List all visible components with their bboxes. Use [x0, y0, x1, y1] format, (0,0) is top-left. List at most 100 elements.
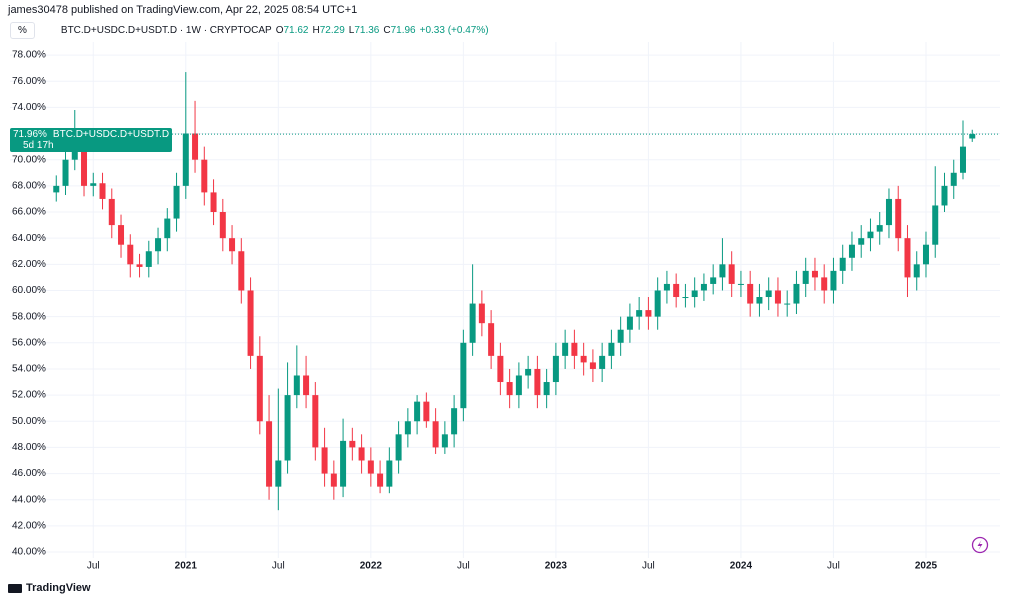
candle-body — [728, 264, 735, 284]
x-tick-label: 2023 — [545, 561, 568, 572]
footer: TradingView — [8, 582, 91, 594]
ohlc-label: L — [348, 25, 355, 36]
x-tick-label: 2021 — [175, 561, 198, 572]
symbol: BTC.D+USDC.D+USDT.D · 1W · CRYPTOCAP — [60, 25, 272, 36]
candle-body — [904, 238, 911, 278]
candle-body — [645, 310, 652, 317]
legend-row: % BTC.D+USDC.D+USDT.D · 1W · CRYPTOCAP O… — [10, 22, 489, 39]
x-tick-label: Jul — [827, 561, 840, 572]
candle-body — [756, 297, 763, 304]
candle-body — [367, 460, 374, 474]
y-tick-label: 74.00% — [12, 102, 46, 113]
candle-body — [636, 310, 643, 317]
y-tick-label: 64.00% — [12, 233, 46, 244]
candle-body — [802, 270, 809, 284]
candle-body — [543, 382, 550, 396]
countdown: 5d 17h — [23, 140, 54, 152]
candle-body — [99, 183, 106, 199]
change: +0.33 (+0.47%) — [419, 25, 489, 36]
candle-body — [710, 277, 717, 284]
candle-body — [460, 342, 467, 409]
candle-body — [922, 244, 929, 265]
candle-body — [589, 362, 596, 369]
candle-body — [266, 421, 273, 487]
candle-body — [81, 140, 88, 186]
candle-body — [867, 231, 874, 239]
candle-body — [173, 185, 180, 219]
candle-body — [506, 382, 513, 396]
x-tick-label: Jul — [457, 561, 470, 572]
candle-body — [793, 283, 800, 304]
y-tick-label: 56.00% — [12, 337, 46, 348]
candle-body — [959, 146, 966, 173]
candle-body — [682, 297, 689, 299]
candle-body — [53, 185, 60, 193]
ohlc-label: H — [312, 25, 320, 36]
x-tick-label: Jul — [272, 561, 285, 572]
candle-body — [469, 303, 476, 343]
candle-body — [395, 434, 402, 461]
brand: TradingView — [26, 582, 91, 594]
candle-body — [700, 283, 707, 291]
published-line: james30478 published on TradingView.com,… — [8, 4, 358, 16]
candle-body — [765, 290, 772, 298]
candle-body — [562, 342, 569, 356]
candle-body — [340, 440, 347, 487]
x-tick-label: 2025 — [915, 561, 938, 572]
candle-body — [155, 238, 162, 252]
candle-body — [118, 225, 125, 245]
y-tick-label: 62.00% — [12, 259, 46, 270]
y-tick-label: 60.00% — [12, 285, 46, 296]
candle-body — [312, 395, 319, 448]
candle-body — [441, 434, 448, 448]
ohlc-value: 71.62 — [283, 25, 309, 36]
candle-body — [774, 290, 781, 304]
candle-body — [284, 395, 291, 461]
x-tick-label: 2024 — [730, 561, 753, 572]
candle-body — [349, 440, 356, 448]
y-tick-label: 54.00% — [12, 364, 46, 375]
candle-body — [275, 460, 282, 487]
candle-body — [108, 198, 115, 226]
icon — [971, 536, 989, 554]
candle-body — [182, 133, 189, 186]
y-tick-label: 66.00% — [12, 207, 46, 218]
candle-body — [552, 355, 559, 383]
candle-body — [839, 257, 846, 271]
candle-body — [885, 198, 892, 226]
candle-body — [895, 198, 902, 239]
x-tick-label: 2022 — [360, 561, 383, 572]
candle-body — [830, 270, 837, 291]
y-tick-label: 52.00% — [12, 390, 46, 401]
scale-button[interactable]: % — [10, 22, 35, 39]
candle-body — [201, 159, 208, 193]
candle-body — [62, 159, 69, 186]
y-tick-label: 50.00% — [12, 416, 46, 427]
ohlc-label: O — [275, 25, 284, 36]
ohlc-value: 71.96 — [390, 25, 416, 36]
candle-body — [626, 316, 633, 330]
candle-body — [229, 238, 236, 252]
candle-body — [950, 172, 957, 186]
candle-body — [432, 421, 439, 448]
candle-body — [164, 218, 171, 239]
candle-body — [414, 401, 421, 422]
y-tick-label: 70.00% — [12, 154, 46, 165]
candle-body — [293, 375, 300, 396]
candle-body — [941, 185, 948, 206]
y-tick-label: 76.00% — [12, 76, 46, 87]
y-tick-label: 40.00% — [12, 547, 46, 558]
symbol-name: BTC.D+USDC.D+USDT.D — [52, 129, 170, 141]
candle-body — [913, 264, 920, 278]
candle-body — [90, 183, 97, 186]
candle-body — [654, 290, 661, 317]
candle-body — [478, 303, 485, 324]
y-tick-label: 42.00% — [12, 521, 46, 532]
candle-body — [876, 225, 883, 232]
candle-body — [145, 251, 152, 267]
y-tick-label: 68.00% — [12, 180, 46, 191]
candle-body — [969, 134, 976, 139]
candle-body — [377, 473, 384, 487]
candle-body — [451, 408, 458, 435]
candle-body — [256, 355, 263, 422]
